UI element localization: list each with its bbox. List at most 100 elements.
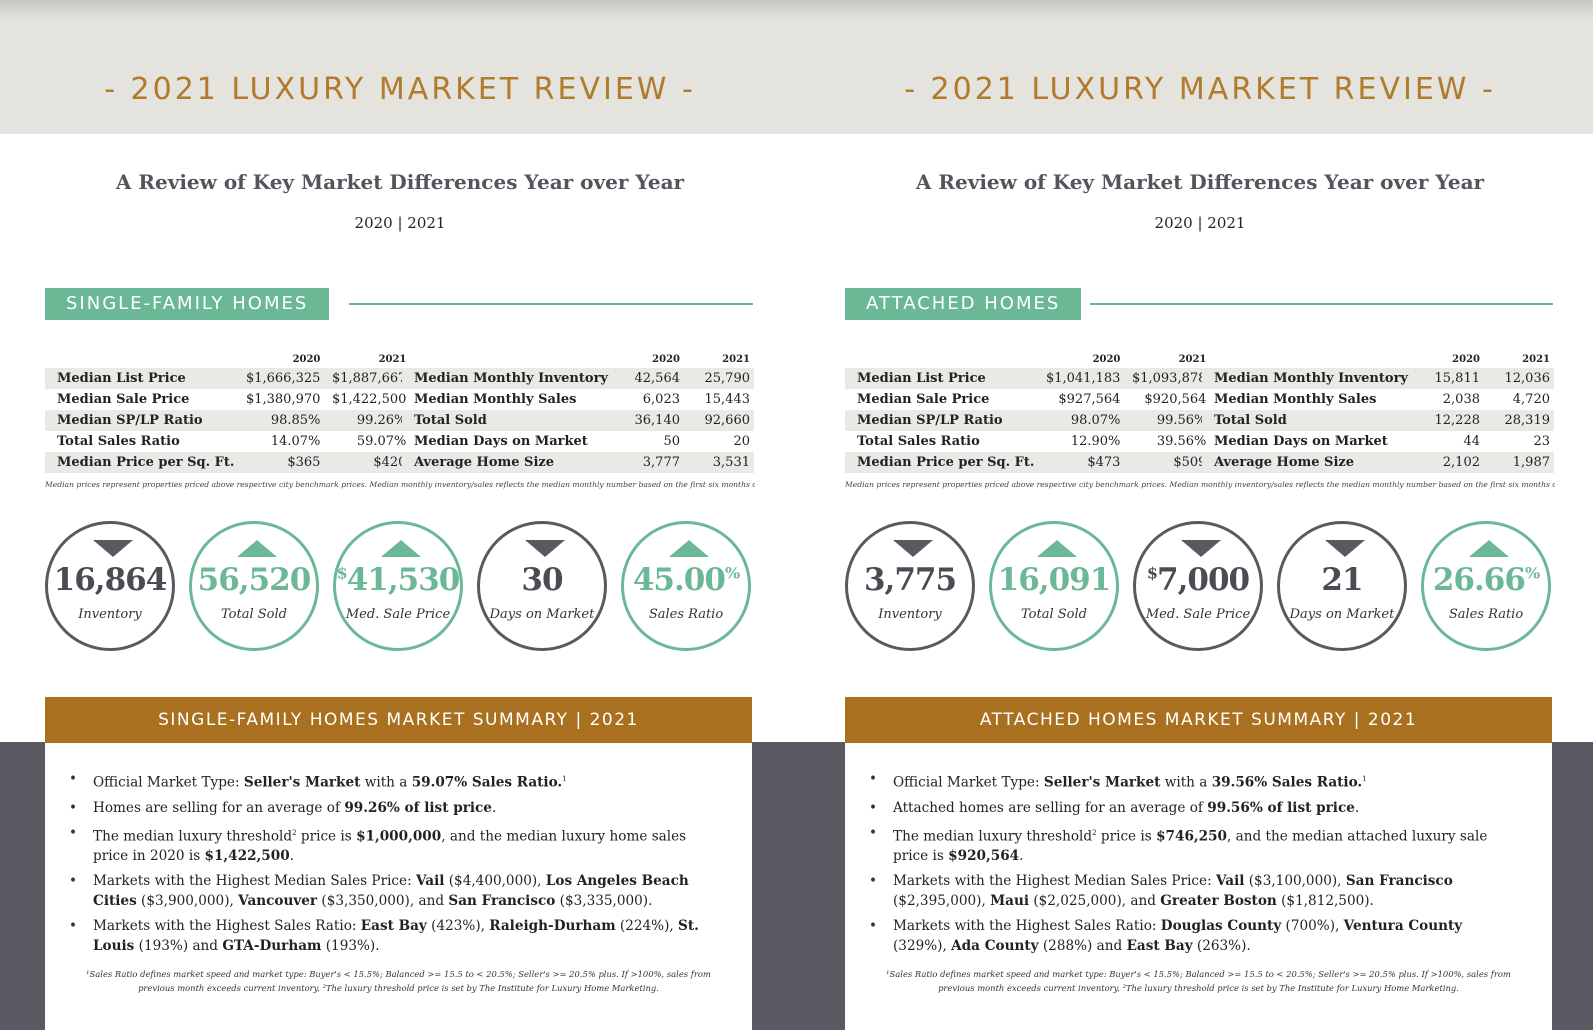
arrow-up-icon xyxy=(381,540,421,557)
table-row: Median Days on Market 50 20 xyxy=(402,431,754,452)
row-label: Total Sold xyxy=(1202,410,1412,431)
table-row: Median Monthly Inventory 42,564 25,790 xyxy=(402,368,754,389)
stat-circle-sales-ratio: 45.00% Sales Ratio xyxy=(621,521,751,651)
stat-label: Sales Ratio xyxy=(1448,607,1524,622)
row-label: Median Monthly Inventory xyxy=(402,368,612,389)
value-2020: 12.90% xyxy=(1070,434,1121,449)
table-row: Total Sold 36,140 92,660 xyxy=(402,410,754,431)
list-item: Attached homes are selling for an averag… xyxy=(869,798,1513,818)
value-2020: 36,140 xyxy=(612,410,684,431)
arrow-up-icon xyxy=(237,540,277,557)
row-label: Median Price per Sq. Ft. xyxy=(845,452,1039,473)
header-band xyxy=(0,0,1593,134)
table-header-row: 2020 2021 xyxy=(1202,350,1554,368)
stat-circle-days-on-market: 30 Days on Market xyxy=(477,521,607,651)
row-label: Median Monthly Sales xyxy=(414,392,577,407)
row-label: Median Days on Market xyxy=(414,434,588,449)
stat-circle-total-sold: 56,520 Total Sold xyxy=(189,521,319,651)
col-header-2020: 2020 xyxy=(1452,353,1480,365)
summary-title: ATTACHED HOMES MARKET SUMMARY | 2021 xyxy=(845,697,1552,743)
col-header-2020: 2020 xyxy=(652,353,680,365)
table-footnote: Median prices represent properties price… xyxy=(845,480,1555,489)
table-row: Median Sale Price $1,380,970 $1,422,500 xyxy=(45,389,410,410)
list-item: Markets with the Highest Median Sales Pr… xyxy=(869,871,1513,911)
value-2020: $927,564 xyxy=(1058,392,1121,407)
value-2020: $1,041,183 xyxy=(1038,368,1125,389)
arrow-down-icon xyxy=(893,540,933,557)
stat-circle-inventory: 16,864 Inventory xyxy=(45,521,175,651)
col-header-2020: 2020 xyxy=(292,353,321,365)
value-2021: 20 xyxy=(733,434,750,449)
review-subtitle: A Review of Key Market Differences Year … xyxy=(115,170,685,194)
table-header-row: 2020 2021 xyxy=(402,350,754,368)
stat-label: Total Sold xyxy=(1021,607,1087,622)
section-divider xyxy=(1090,303,1553,305)
value-2020: 2,038 xyxy=(1442,392,1480,407)
page-single-family: - 2021 LUXURY MARKET REVIEW - A Review o… xyxy=(0,0,800,1030)
section-banner: ATTACHED HOMES xyxy=(845,288,1082,320)
list-item: The median luxury threshold2 price is $7… xyxy=(869,823,1513,867)
row-label: Median Sale Price xyxy=(857,392,990,407)
stat-value: $41,530 xyxy=(336,562,461,598)
row-label: Average Home Size xyxy=(1202,452,1412,473)
page-attached: - 2021 LUXURY MARKET REVIEW - A Review o… xyxy=(800,0,1593,1030)
stat-label: Days on Market xyxy=(1289,607,1395,622)
stat-label: Total Sold xyxy=(221,607,287,622)
page-header-title: - 2021 LUXURY MARKET REVIEW - xyxy=(104,72,696,107)
row-label: Median Days on Market xyxy=(1214,434,1388,449)
table-row: Total Sales Ratio 14.07% 59.07% xyxy=(45,431,410,452)
value-2021: 28,319 xyxy=(1484,410,1554,431)
summary-title: SINGLE-FAMILY HOMES MARKET SUMMARY | 202… xyxy=(45,697,752,743)
value-2020: $1,380,970 xyxy=(245,392,321,407)
value-2020: 2,102 xyxy=(1412,452,1484,473)
value-2020: $1,666,325 xyxy=(238,368,325,389)
stat-value: $7,000 xyxy=(1146,562,1250,598)
stats-table-activity: 2020 2021 Median Monthly Inventory 15,81… xyxy=(1202,350,1554,473)
table-row: Median Sale Price $927,564 $920,564 xyxy=(845,389,1210,410)
row-label: Median Sale Price xyxy=(57,392,190,407)
row-label: Median SP/LP Ratio xyxy=(45,410,239,431)
list-item: The median luxury threshold2 price is $1… xyxy=(69,823,713,867)
stat-circle-inventory: 3,775 Inventory xyxy=(845,521,975,651)
col-header-2021: 2021 xyxy=(722,353,750,365)
value-2020: $473 xyxy=(1038,452,1125,473)
table-row: Median List Price $1,041,183 $1,093,878 xyxy=(845,368,1211,389)
stat-label: Inventory xyxy=(78,607,142,622)
list-item: Official Market Type: Seller's Market wi… xyxy=(869,769,1513,793)
summary-footnote: ¹Sales Ratio defines market speed and ma… xyxy=(86,969,711,993)
row-label: Median List Price xyxy=(845,368,1039,389)
value-2021: 25,790 xyxy=(684,368,754,389)
value-2021: 23 xyxy=(1533,434,1550,449)
row-label: Total Sold xyxy=(402,410,612,431)
section-banner: SINGLE-FAMILY HOMES xyxy=(45,288,330,320)
stat-value: 30 xyxy=(521,562,563,598)
list-item: Markets with the Highest Median Sales Pr… xyxy=(69,871,713,911)
summary-panel: Official Market Type: Seller's Market wi… xyxy=(45,743,752,1030)
stat-circle-days-on-market: 21 Days on Market xyxy=(1277,521,1407,651)
table-row: Average Home Size 3,777 3,531 xyxy=(402,452,754,473)
table-row: Average Home Size 2,102 1,987 xyxy=(1202,452,1554,473)
value-2020: 12,228 xyxy=(1412,410,1484,431)
value-2020: 14.07% xyxy=(270,434,321,449)
value-2021: $1,887,667 xyxy=(324,368,411,389)
stat-value: 56,520 xyxy=(197,562,312,598)
value-2021: 1,987 xyxy=(1484,452,1554,473)
summary-list: Official Market Type: Seller's Market wi… xyxy=(69,769,713,961)
stat-circle-total-sold: 16,091 Total Sold xyxy=(989,521,1119,651)
row-label: Median List Price xyxy=(45,368,239,389)
row-label: Total Sales Ratio xyxy=(57,434,180,449)
value-2020: 98.07% xyxy=(1038,410,1125,431)
stat-value: 21 xyxy=(1321,562,1363,598)
row-label: Median Price per Sq. Ft. xyxy=(45,452,239,473)
stat-circle-med-sale-price: $41,530 Med. Sale Price xyxy=(333,521,463,651)
stat-label: Inventory xyxy=(878,607,942,622)
col-header-2020: 2020 xyxy=(1092,353,1121,365)
stat-value: 45.00% xyxy=(632,562,740,598)
review-subtitle: A Review of Key Market Differences Year … xyxy=(915,170,1485,194)
value-2021: 12,036 xyxy=(1484,368,1554,389)
list-item: Official Market Type: Seller's Market wi… xyxy=(69,769,713,793)
value-2021: 59.07% xyxy=(356,434,407,449)
value-2020: 98.85% xyxy=(238,410,325,431)
value-2021: 92,660 xyxy=(684,410,754,431)
value-2021: 39.56% xyxy=(1156,434,1207,449)
